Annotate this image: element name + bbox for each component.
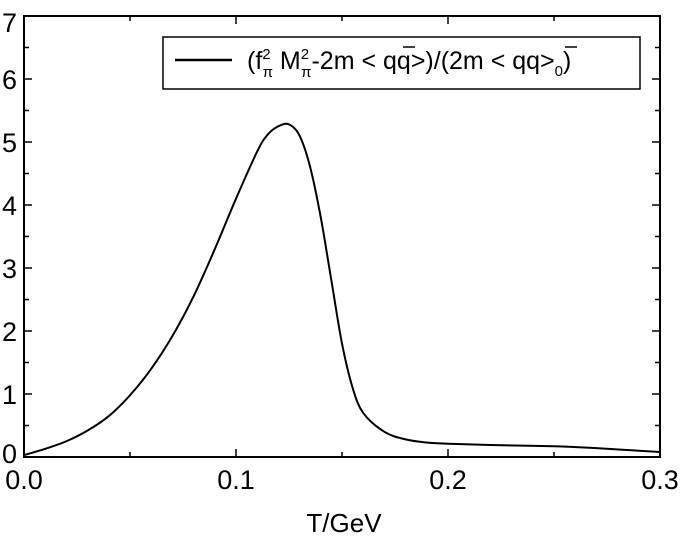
y-tick-label: 4 — [2, 191, 17, 221]
plot-frame — [23, 15, 661, 458]
y-tick-label: 2 — [2, 317, 17, 347]
x-tick-label: 0.2 — [429, 465, 467, 495]
series-line — [23, 122, 661, 457]
y-tick-label: 0 — [2, 439, 17, 469]
tick-labels: 0.0 0.1 0.2 0.3 0 1 2 3 4 5 6 7 — [2, 8, 679, 495]
x-tick-label: 0.1 — [217, 465, 255, 495]
x-tick-label: 0.0 — [5, 465, 43, 495]
legend-box — [162, 36, 641, 90]
y-tick-label: 3 — [2, 254, 17, 284]
x-tick-label: 0.3 — [641, 465, 679, 495]
y-tick-label: 1 — [2, 380, 17, 410]
x-axis-title: T/GeV — [306, 508, 382, 538]
legend-label: (f2 π M2 π-2m < qq>)/(2m < qq>0) — [247, 46, 571, 81]
legend: (f2 π M2 π-2m < qq>)/(2m < qq>0) — [162, 36, 641, 90]
y-tick-label: 5 — [2, 128, 17, 158]
y-tick-label: 6 — [2, 65, 17, 95]
y-tick-label: 7 — [2, 8, 17, 38]
